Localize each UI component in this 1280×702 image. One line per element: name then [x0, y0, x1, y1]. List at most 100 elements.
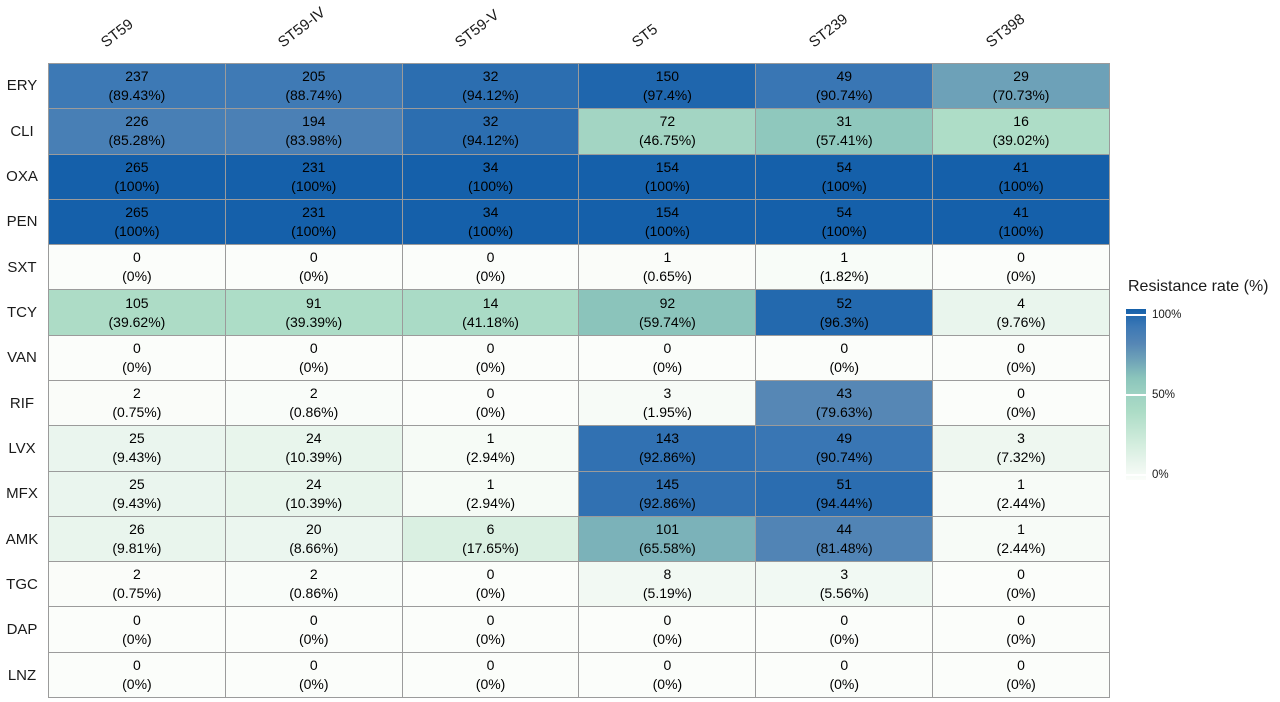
heatmap-cell-lnz-st398: 0 (0%) [933, 652, 1110, 698]
cell-count: 41 [1013, 203, 1029, 220]
heatmap-cell-pen-st398: 41 (100%) [933, 199, 1110, 246]
heatmap-cell-sxt-st59-v: 0 (0%) [402, 245, 580, 291]
cell-percent: (0%) [122, 630, 152, 647]
heatmap-cell-lnz-st59: 0 (0%) [49, 652, 226, 698]
heatmap-cell-pen-st59: 265 (100%) [49, 199, 226, 246]
cell-percent: (0%) [298, 358, 329, 375]
cell-percent: (39.62%) [108, 313, 166, 330]
cell-count: 2 [133, 385, 141, 402]
cell-percent: (0.86%) [289, 404, 339, 421]
heatmap-cell-lvx-st398: 3 (7.32%) [933, 426, 1110, 472]
column-header-st5: ST5 [628, 20, 661, 52]
cell-percent: (0%) [122, 675, 152, 692]
heatmap-cell-tcy-st398: 4 (9.76%) [933, 290, 1110, 336]
cell-count: 0 [486, 656, 495, 673]
heatmap-cell-rif-st59-iv: 2 (0.86%) [225, 380, 403, 427]
cell-count: 6 [486, 520, 495, 537]
heatmap-cell-oxa-st59-iv: 231 (100%) [225, 154, 403, 200]
cell-count: 105 [125, 294, 149, 311]
heatmap-cell-lvx-st5: 143 (92.86%) [579, 426, 757, 472]
cell-count: 54 [836, 158, 853, 175]
heatmap-cell-lnz-st5: 0 (0%) [579, 652, 757, 698]
heatmap-cell-tgc-st398: 0 (0%) [933, 562, 1110, 608]
cell-count: 72 [659, 113, 676, 130]
row-label-tcy: TCY [7, 303, 37, 321]
cell-count: 29 [1013, 68, 1029, 85]
heatmap-cell-mfx-st59-v: 1 (2.94%) [402, 471, 580, 517]
heatmap-cell-cli-st59-iv: 194 (83.98%) [225, 109, 403, 155]
heatmap-cell-lvx-st59-v: 1 (2.94%) [402, 426, 580, 472]
heatmap-cell-van-st239: 0 (0%) [756, 335, 934, 381]
cell-percent: (39.02%) [992, 132, 1050, 149]
heatmap-cell-ery-st5: 150 (97.4%) [579, 64, 757, 110]
legend-tick-label: 100% [1152, 309, 1182, 321]
heatmap-cell-ery-st239: 49 (90.74%) [756, 64, 934, 110]
cell-percent: (2.44%) [996, 494, 1046, 511]
cell-count: 3 [1017, 430, 1025, 447]
cell-percent: (0%) [475, 585, 506, 602]
heatmap-cell-mfx-st239: 51 (94.44%) [756, 471, 934, 517]
cell-count: 0 [133, 339, 141, 356]
row-label-oxa: OXA [6, 167, 38, 185]
cell-count: 2 [133, 566, 141, 583]
column-header-st59: ST59 [97, 15, 137, 52]
heatmap-cell-rif-st59: 2 (0.75%) [49, 380, 226, 427]
legend-tick-label: 0% [1152, 469, 1169, 481]
cell-percent: (0%) [1006, 268, 1036, 285]
row-label-van: VAN [7, 349, 37, 367]
heatmap-cell-oxa-st59-v: 34 (100%) [402, 154, 580, 200]
cell-count: 231 [302, 203, 326, 220]
cell-count: 0 [486, 339, 495, 356]
cell-count: 0 [309, 339, 318, 356]
cell-percent: (0%) [1006, 630, 1036, 647]
cell-percent: (2.44%) [996, 539, 1046, 556]
cell-percent: (10.39%) [285, 494, 343, 511]
cell-count: 0 [486, 249, 495, 266]
cell-count: 237 [125, 68, 149, 85]
cell-percent: (0%) [475, 404, 506, 421]
heatmap-cell-amk-st59-iv: 20 (8.66%) [225, 516, 403, 563]
cell-percent: (9.43%) [112, 449, 162, 466]
cell-count: 143 [655, 430, 680, 447]
heatmap-cell-lnz-st59-iv: 0 (0%) [225, 652, 403, 698]
row-label-cli: CLI [10, 122, 34, 140]
heatmap-cell-sxt-st59-iv: 0 (0%) [225, 245, 403, 291]
legend-tick [1126, 394, 1146, 396]
cell-count: 154 [655, 158, 680, 175]
cell-count: 101 [655, 520, 680, 537]
legend-tick [1126, 314, 1146, 316]
cell-percent: (57.41%) [815, 132, 873, 149]
cell-percent: (9.43%) [112, 494, 162, 511]
cell-percent: (2.94%) [466, 449, 516, 466]
cell-count: 34 [482, 203, 499, 220]
cell-percent: (90.74%) [815, 87, 873, 104]
heatmap-cell-dap-st239: 0 (0%) [756, 607, 934, 653]
heatmap-cell-pen-st59-v: 34 (100%) [402, 199, 580, 246]
cell-count: 231 [302, 158, 326, 175]
heatmap-cell-van-st59-v: 0 (0%) [402, 335, 580, 381]
heatmap-cell-sxt-st59: 0 (0%) [49, 245, 226, 291]
heatmap-cell-rif-st5: 3 (1.95%) [579, 380, 757, 427]
cell-count: 20 [305, 520, 322, 537]
heatmap-cell-mfx-st59: 25 (9.43%) [49, 471, 226, 517]
cell-count: 31 [836, 113, 853, 130]
heatmap-cell-sxt-st398: 0 (0%) [933, 245, 1110, 291]
heatmap-cell-pen-st5: 154 (100%) [579, 199, 757, 246]
heatmap-cell-lvx-st59-iv: 24 (10.39%) [225, 426, 403, 472]
heatmap-cell-van-st59: 0 (0%) [49, 335, 226, 381]
cell-count: 24 [305, 475, 322, 492]
cell-percent: (0.75%) [112, 404, 162, 421]
cell-percent: (5.19%) [642, 585, 692, 602]
cell-percent: (0%) [298, 268, 329, 285]
heatmap-cell-rif-st398: 0 (0%) [933, 380, 1110, 427]
heatmap-cell-tgc-st59-iv: 2 (0.86%) [225, 562, 403, 608]
cell-percent: (88.74%) [285, 87, 343, 104]
row-label-lnz: LNZ [7, 666, 37, 684]
cell-percent: (0%) [652, 630, 683, 647]
cell-percent: (100%) [821, 177, 867, 194]
cell-percent: (0%) [652, 675, 683, 692]
cell-percent: (100%) [468, 222, 514, 239]
heatmap-cell-tcy-st5: 92 (59.74%) [579, 290, 757, 336]
cell-count: 54 [836, 203, 853, 220]
heatmap-cell-amk-st398: 1 (2.44%) [933, 516, 1110, 563]
